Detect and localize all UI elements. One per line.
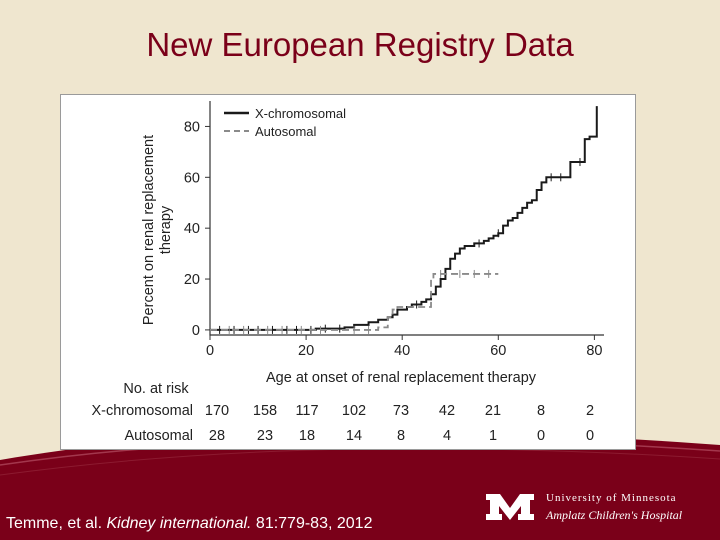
risk-cell: 117 <box>295 403 318 419</box>
risk-cell: 102 <box>342 403 366 419</box>
x-tick-label: 80 <box>586 343 602 359</box>
y-axis-label-line2: therapy <box>158 205 174 254</box>
citation-authors: Temme, et al. <box>6 515 107 532</box>
y-tick-label: 20 <box>184 272 200 288</box>
y-tick-label: 0 <box>192 323 200 339</box>
risk-cell: 23 <box>257 428 273 444</box>
logo-hospital-name: Amplatz Children's Hospital <box>546 508 683 522</box>
slide-title: New European Registry Data <box>146 26 574 63</box>
risk-cell: 170 <box>205 403 229 419</box>
x-chromosomal-series-line <box>210 106 598 331</box>
citation-journal: Kidney international. <box>106 515 252 532</box>
x-tick-label: 0 <box>206 343 214 359</box>
legend-label-autosomal: Autosomal <box>255 124 317 139</box>
legend-label-x-chromosomal: X-chromosomal <box>255 106 346 121</box>
risk-cell: 21 <box>485 403 501 419</box>
x-axis-label: Age at onset of renal replacement therap… <box>266 370 537 386</box>
y-axis-label-line1: Percent on renal replacement <box>141 135 157 325</box>
risk-cell: 0 <box>586 428 594 444</box>
risk-cell: 14 <box>346 428 362 444</box>
y-tick-label: 40 <box>184 221 200 237</box>
y-tick-label: 60 <box>184 170 200 186</box>
risk-cell: 18 <box>299 428 315 444</box>
y-tick-label: 80 <box>184 119 200 135</box>
citation: Temme, et al. Kidney international. 81:7… <box>6 515 372 533</box>
x-tick-label: 20 <box>298 343 314 359</box>
risk-cell: 0 <box>537 428 545 444</box>
logo-university-name: University of Minnesota <box>546 492 677 504</box>
risk-cell: 8 <box>397 428 405 444</box>
x-tick-label: 60 <box>490 343 506 359</box>
citation-reference: 81:779-83, 2012 <box>251 515 373 532</box>
risk-row-label: Autosomal <box>124 428 193 444</box>
risk-cell: 2 <box>586 403 594 419</box>
risk-cell: 8 <box>537 403 545 419</box>
risk-cell: 158 <box>253 403 277 419</box>
risk-cell: 73 <box>393 403 409 419</box>
university-logo: University of Minnesota Amplatz Children… <box>484 488 716 528</box>
risk-table-header: No. at risk <box>123 381 189 397</box>
x-tick-label: 40 <box>394 343 410 359</box>
block-m-logo-icon <box>486 494 534 520</box>
risk-cell: 1 <box>489 428 497 444</box>
figure-panel: 0 20 40 60 80 0 20 40 60 80 X-chromosomal Autosom… <box>60 94 636 450</box>
risk-cell: 4 <box>443 428 451 444</box>
risk-cell: 42 <box>439 403 455 419</box>
autosomal-series-line <box>210 273 499 331</box>
risk-cell: 28 <box>209 428 225 444</box>
risk-row-label: X-chromosomal <box>91 403 193 419</box>
